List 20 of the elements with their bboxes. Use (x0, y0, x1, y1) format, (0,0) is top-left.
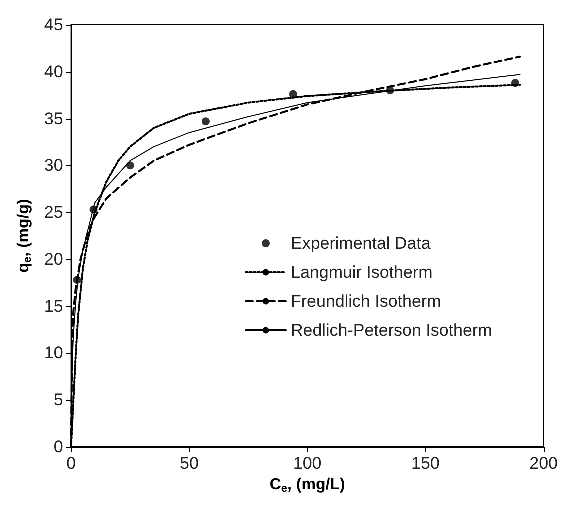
y-tick-label: 10 (44, 344, 64, 363)
y-tick-label: 5 (54, 390, 64, 410)
legend-label: Freundlich Isotherm (291, 292, 442, 311)
x-tick-label: 50 (180, 454, 199, 473)
x-tick-label: 0 (66, 454, 76, 473)
x-tick-label: 200 (530, 454, 558, 473)
x-tick-label: 100 (293, 454, 322, 473)
legend-label: Experimental Data (291, 234, 432, 253)
x-tick-label: 150 (412, 454, 440, 473)
y-tick-label: 0 (54, 438, 64, 456)
y-tick-label: 40 (44, 62, 64, 82)
y-tick-label: 25 (44, 203, 64, 222)
y-tick-label: 35 (44, 109, 64, 128)
y-tick-label: 30 (44, 156, 64, 176)
y-tick-label: 20 (44, 250, 64, 269)
legend-label: Langmuir Isotherm (291, 263, 433, 282)
y-tick-label: 45 (44, 16, 64, 34)
y-axis-title: qe, (mg/g) (16, 199, 34, 273)
y-tick-label: 15 (44, 296, 64, 316)
legend-label: Redlich-Peterson Isotherm (291, 321, 492, 340)
